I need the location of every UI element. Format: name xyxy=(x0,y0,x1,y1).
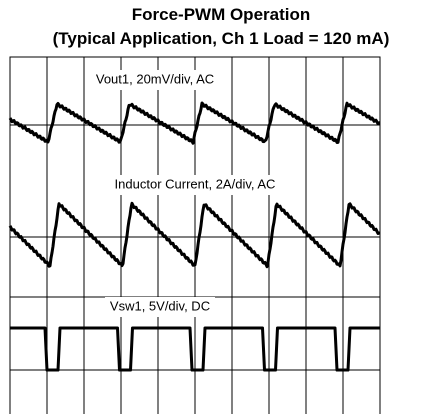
label-bg xyxy=(110,175,280,195)
label-bg xyxy=(105,297,215,317)
label-bg xyxy=(95,70,215,90)
trace-label: Vout1, 20mV/div, AC xyxy=(96,71,214,86)
waveforms xyxy=(8,101,381,372)
trace-label: Vsw1, 5V/div, DC xyxy=(110,298,210,313)
title: Force-PWM Operation xyxy=(132,5,311,24)
subtitle: (Typical Application, Ch 1 Load = 120 mA… xyxy=(53,29,390,48)
vsw-trace xyxy=(10,326,380,372)
vout-trace xyxy=(8,101,381,145)
trace-label: Inductor Current, 2A/div, AC xyxy=(115,176,276,191)
inductor-trace xyxy=(8,201,381,269)
